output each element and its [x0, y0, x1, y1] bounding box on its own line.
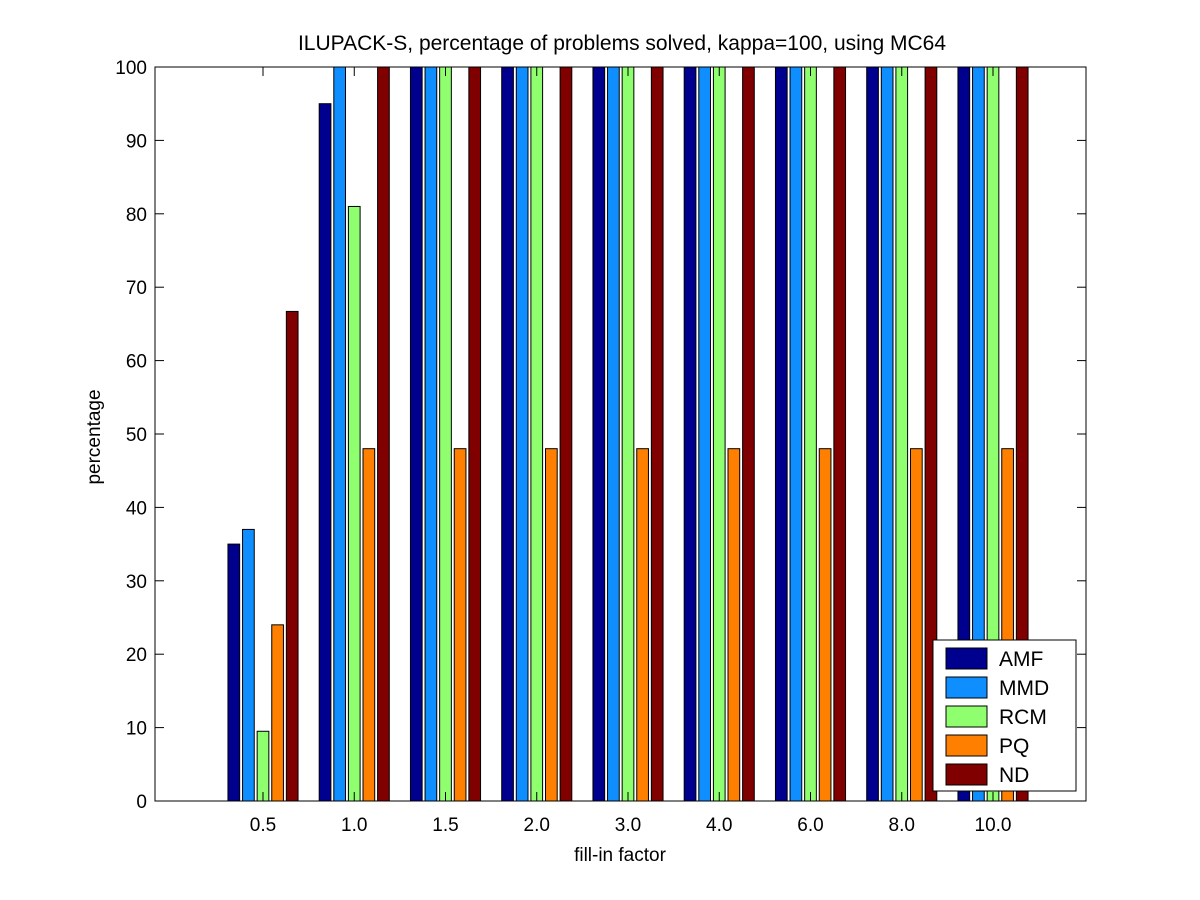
legend-swatch-mmd [945, 676, 988, 699]
legend-label-pq: PQ [999, 735, 1029, 758]
legend-label-rcm: RCM [999, 706, 1047, 729]
bar-mmd-1.5 [424, 66, 438, 802]
y-tick-label: 30 [126, 572, 147, 593]
bar-amf-4.0 [683, 66, 697, 802]
bar-pq-1.0 [362, 448, 376, 802]
legend-label-mmd: MMD [999, 677, 1049, 700]
bar-pq-2.0 [545, 448, 558, 802]
y-tick-label: 10 [126, 719, 147, 740]
chart-title: ILUPACK-S, percentage of problems solved… [298, 32, 946, 55]
x-tick-label: 4.0 [706, 815, 732, 836]
y-tick-label: 20 [126, 645, 147, 666]
bar-mmd-1.0 [333, 66, 346, 802]
bar-pq-3.0 [636, 448, 649, 802]
legend: AMF MMD RCM PQ ND [932, 639, 1077, 792]
bar-amf-1.0 [318, 103, 332, 802]
bar-pq-8.0 [910, 448, 923, 802]
bar-mmd-6.0 [789, 66, 803, 802]
bar-rcm-3.0 [621, 66, 635, 802]
x-tick-label: 3.0 [615, 815, 641, 836]
bar-nd-1.5 [468, 66, 482, 802]
bar-rcm-0.5 [256, 730, 270, 802]
y-tick-label: 70 [126, 278, 147, 299]
y-tick-label: 80 [126, 205, 147, 226]
x-tick-label: 8.0 [889, 815, 915, 836]
y-tick-label: 40 [126, 498, 147, 519]
legend-label-nd: ND [999, 764, 1029, 787]
y-tick-label: 100 [115, 58, 147, 79]
x-axis-label: fill-in factor [574, 845, 667, 866]
bar-pq-1.5 [453, 448, 467, 802]
legend-swatch-rcm [945, 705, 988, 728]
bar-nd-3.0 [650, 66, 664, 802]
x-tick-label: 10.0 [975, 815, 1012, 836]
bar-mmd-8.0 [880, 66, 894, 802]
bar-nd-2.0 [559, 66, 573, 802]
x-tick-label: 2.0 [524, 815, 550, 836]
bar-rcm-4.0 [712, 66, 726, 802]
bar-amf-1.5 [409, 66, 423, 802]
legend-label-amf: AMF [999, 648, 1043, 671]
bar-mmd-3.0 [607, 66, 620, 802]
bar-amf-6.0 [774, 66, 788, 802]
bar-pq-6.0 [818, 448, 832, 802]
x-tick-label: 0.5 [250, 815, 276, 836]
bar-nd-0.5 [285, 310, 299, 802]
bar-amf-0.5 [227, 543, 241, 802]
bar-amf-8.0 [866, 66, 879, 802]
y-tick-label: 50 [126, 425, 147, 446]
bar-amf-2.0 [501, 66, 514, 802]
x-tick-label: 1.5 [432, 815, 458, 836]
y-tick-label: 60 [126, 352, 147, 373]
y-tick-label: 0 [136, 792, 147, 813]
bar-mmd-4.0 [698, 66, 711, 802]
bar-nd-1.0 [377, 66, 390, 802]
bar-amf-3.0 [592, 66, 606, 802]
bar-mmd-2.0 [515, 66, 529, 802]
bar-rcm-2.0 [530, 66, 544, 802]
legend-swatch-amf [945, 647, 988, 670]
x-tick-label: 1.0 [341, 815, 367, 836]
bar-rcm-6.0 [804, 66, 817, 802]
x-tick-label: 6.0 [797, 815, 823, 836]
bar-rcm-1.0 [347, 205, 361, 802]
bar-mmd-0.5 [242, 528, 255, 802]
bar-pq-4.0 [727, 448, 741, 802]
bar-rcm-8.0 [895, 66, 909, 802]
bar-nd-6.0 [833, 66, 847, 802]
legend-swatch-pq [945, 734, 988, 757]
y-tick-label: 90 [126, 131, 147, 152]
y-axis-label: percentage [84, 389, 105, 484]
bar-pq-0.5 [271, 624, 284, 802]
bar-nd-4.0 [742, 66, 755, 802]
bar-rcm-1.5 [439, 66, 452, 802]
legend-swatch-nd [945, 763, 988, 786]
